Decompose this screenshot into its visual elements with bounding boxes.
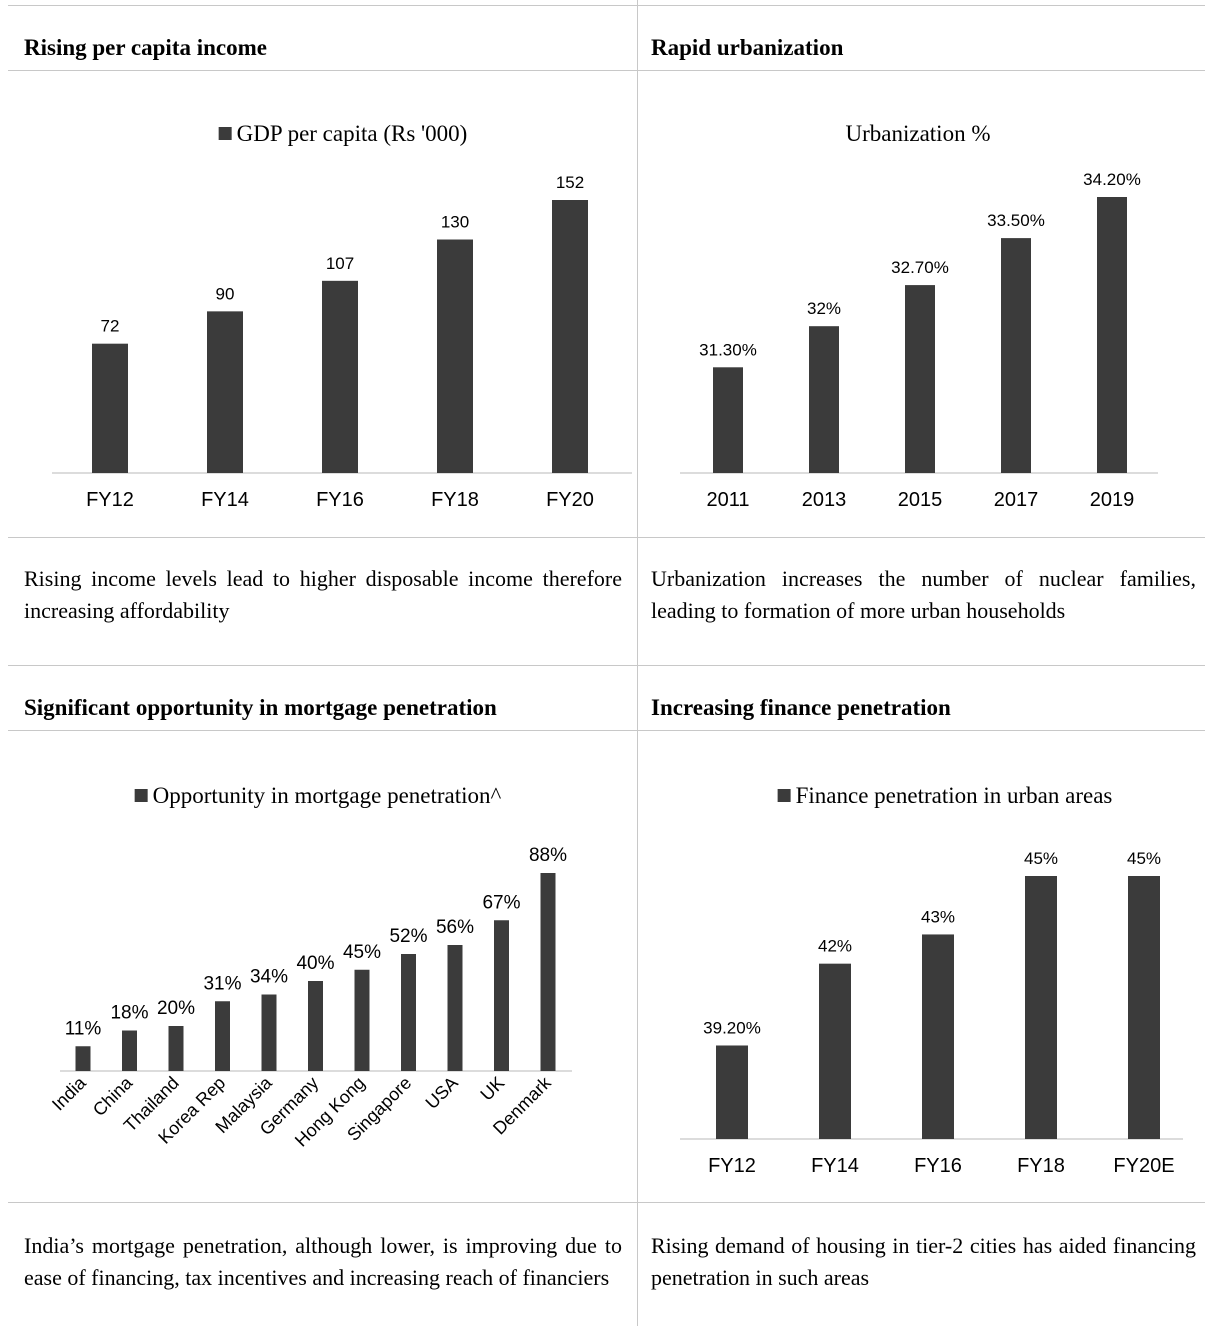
bar [92, 343, 128, 473]
bar [809, 326, 839, 473]
x-tick-label: FY16 [914, 1155, 962, 1177]
bar [215, 1001, 230, 1071]
panel-description-finance: Rising demand of housing in tier-2 citie… [651, 1233, 1196, 1290]
data-label: 45% [1127, 849, 1161, 868]
data-label: 90 [216, 284, 235, 303]
bar [1001, 238, 1031, 473]
bar [261, 994, 277, 1071]
data-label: 56% [436, 917, 474, 938]
bar [552, 200, 588, 473]
data-label: 107 [326, 254, 354, 273]
row-divider [8, 665, 1205, 666]
bar [819, 963, 851, 1139]
data-label: 31.30% [699, 340, 757, 359]
row-divider [8, 5, 1205, 6]
bar [447, 945, 463, 1071]
data-label: 67% [482, 892, 520, 913]
x-tick-label: FY12 [86, 489, 134, 511]
panel-description-mortgage: India’s mortgage penetration, although l… [24, 1233, 622, 1290]
bar [922, 934, 954, 1139]
bar [122, 1030, 137, 1071]
data-label: 18% [110, 1003, 148, 1024]
x-tick-label: FY18 [1017, 1155, 1065, 1177]
bar [168, 1026, 184, 1071]
bar [905, 285, 935, 473]
bar [401, 954, 416, 1071]
column-divider [637, 0, 638, 1326]
row-divider [8, 537, 1205, 538]
x-tick-label: FY14 [811, 1155, 859, 1177]
bar [308, 981, 323, 1071]
bar [437, 239, 473, 473]
chart-title: Urbanization % [846, 121, 991, 146]
x-tick-label: FY12 [708, 1155, 756, 1177]
data-label: 39.20% [703, 1018, 761, 1037]
data-label: 88% [529, 845, 567, 866]
bar [716, 1045, 748, 1139]
x-tick-label: 2011 [706, 489, 749, 511]
data-label: 52% [389, 926, 427, 947]
data-label: 43% [921, 907, 955, 926]
panel-heading-urbanization: Rapid urbanization [651, 35, 844, 60]
data-label: 20% [157, 998, 195, 1019]
data-label: 42% [818, 937, 852, 956]
bar [207, 311, 243, 473]
data-label: 31% [203, 973, 241, 994]
bar [1025, 876, 1057, 1139]
row-divider [8, 70, 1205, 71]
panel-description-urbanization: Urbanization increases the number of nuc… [651, 566, 1196, 623]
legend-swatch [218, 127, 232, 140]
legend-label: Finance penetration in urban areas [796, 783, 1113, 808]
bar [1128, 876, 1160, 1139]
data-label: 40% [296, 953, 334, 974]
panel-heading-mortgage: Significant opportunity in mortgage pene… [24, 695, 497, 720]
bar [1097, 197, 1127, 473]
x-tick-label: FY20E [1113, 1155, 1174, 1177]
x-tick-label: FY20 [546, 489, 594, 511]
x-tick-label: FY16 [316, 489, 364, 511]
data-label: 34% [250, 967, 288, 988]
data-label: 32.70% [891, 258, 949, 277]
data-label: 34.20% [1083, 170, 1141, 189]
x-tick-label: 2017 [994, 489, 1039, 511]
panel-heading-income: Rising per capita income [24, 35, 267, 60]
data-label: 32% [807, 299, 841, 318]
data-label: 33.50% [987, 211, 1045, 230]
data-label: 130 [441, 213, 469, 232]
legend-swatch [777, 789, 791, 802]
data-label: 11% [65, 1018, 102, 1039]
legend-label: Opportunity in mortgage penetration^ [153, 783, 502, 808]
panel-heading-finance: Increasing finance penetration [651, 695, 951, 720]
bar [713, 367, 743, 473]
x-tick-label: FY18 [431, 489, 479, 511]
bar [354, 969, 370, 1071]
data-label: 72 [101, 317, 120, 336]
bar [494, 920, 509, 1071]
data-label: 45% [343, 942, 381, 963]
x-tick-label: FY14 [201, 489, 249, 511]
legend-swatch [134, 789, 148, 802]
x-tick-label: 2019 [1090, 489, 1135, 511]
data-label: 152 [556, 173, 584, 192]
x-tick-label: 2015 [898, 489, 943, 511]
legend-label: GDP per capita (Rs '000) [237, 121, 468, 146]
row-divider [8, 1202, 1205, 1203]
bar [75, 1046, 91, 1071]
x-tick-label: 2013 [802, 489, 847, 511]
bar [322, 280, 358, 473]
panel-description-income: Rising income levels lead to higher disp… [24, 566, 622, 623]
bar [540, 873, 556, 1071]
row-divider [8, 730, 1205, 731]
data-label: 45% [1024, 849, 1058, 868]
